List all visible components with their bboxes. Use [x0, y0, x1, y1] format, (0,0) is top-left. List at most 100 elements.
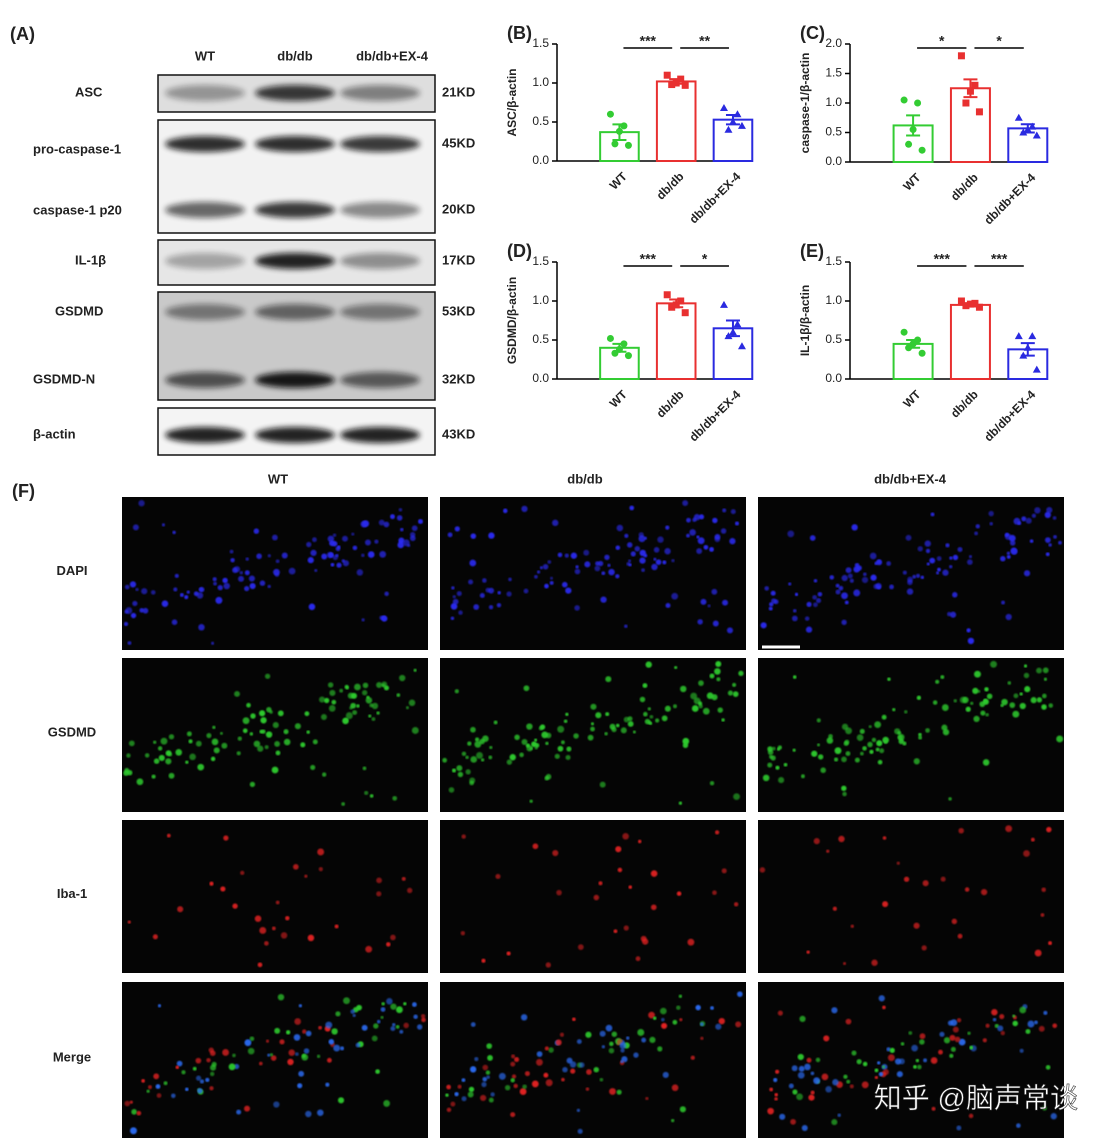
- cell: [729, 538, 736, 545]
- cell: [983, 698, 987, 703]
- cell: [874, 1068, 879, 1073]
- cell: [506, 591, 512, 597]
- data-point: [957, 52, 965, 60]
- y-tick-label: 0.5: [825, 125, 842, 139]
- cell: [352, 545, 358, 551]
- cell: [400, 527, 404, 532]
- cell: [913, 758, 920, 765]
- cell: [189, 753, 196, 761]
- cell: [598, 881, 603, 886]
- cell: [925, 548, 931, 554]
- cell: [160, 737, 168, 745]
- cell: [735, 1021, 742, 1028]
- data-point: [681, 309, 689, 317]
- cell: [703, 544, 709, 550]
- cell: [136, 1110, 142, 1116]
- micrograph: [440, 497, 746, 650]
- cell: [212, 725, 216, 730]
- cell: [197, 763, 205, 771]
- cell: [279, 1039, 285, 1045]
- cell: [222, 1049, 229, 1056]
- cell: [616, 524, 624, 532]
- cell: [390, 934, 396, 941]
- cell: [390, 514, 395, 520]
- cell: [1021, 516, 1027, 522]
- cell: [1012, 1020, 1018, 1027]
- cell: [287, 1058, 294, 1066]
- cell: [450, 1101, 456, 1107]
- cell: [504, 1085, 511, 1091]
- cell: [883, 740, 888, 744]
- cell: [985, 1023, 990, 1028]
- cell: [172, 530, 176, 535]
- cell: [733, 793, 740, 801]
- cell: [280, 932, 288, 939]
- cell: [181, 1070, 186, 1075]
- data-point: [624, 352, 632, 360]
- significance-label: ***: [640, 33, 657, 49]
- cell: [904, 710, 908, 714]
- cell: [209, 881, 214, 886]
- cell: [1034, 507, 1041, 514]
- cell: [851, 1050, 857, 1056]
- cell: [945, 543, 950, 548]
- cell: [604, 554, 610, 561]
- cell: [620, 727, 627, 734]
- cell: [536, 570, 541, 574]
- cell: [450, 616, 455, 621]
- blot-band: [165, 253, 245, 269]
- cell: [446, 1107, 452, 1113]
- cell: [526, 745, 533, 752]
- cell: [1019, 1006, 1027, 1014]
- significance-label: *: [939, 33, 945, 49]
- cell: [806, 1057, 812, 1063]
- cell: [468, 579, 474, 585]
- cell: [319, 696, 326, 703]
- cell: [340, 1046, 345, 1051]
- data-point: [606, 110, 614, 118]
- x-tick-label: db/db+EX-4: [687, 387, 744, 444]
- y-tick-label: 0.0: [825, 371, 842, 385]
- cell: [474, 737, 480, 742]
- cell: [307, 557, 314, 564]
- panel-label: (E): [800, 241, 824, 261]
- western-blot: WT db/db db/db+EX-4 ASC 21KD pro-caspase-1 45K…: [33, 48, 475, 456]
- cell: [640, 935, 647, 942]
- cell: [916, 695, 922, 700]
- cell: [413, 1014, 418, 1020]
- cell: [962, 696, 969, 704]
- cell: [1005, 825, 1013, 833]
- cell: [361, 618, 365, 622]
- cell: [210, 756, 216, 762]
- cell: [862, 746, 867, 751]
- cell: [333, 1044, 341, 1052]
- cell: [557, 725, 565, 733]
- cell: [274, 572, 280, 578]
- cell: [177, 906, 184, 913]
- cell: [626, 562, 631, 566]
- cell: [544, 1046, 549, 1051]
- cell: [841, 574, 848, 582]
- cell: [267, 1053, 271, 1057]
- cell: [1019, 1048, 1024, 1053]
- cell: [868, 725, 872, 729]
- cell: [862, 1061, 868, 1067]
- cell: [831, 1007, 838, 1014]
- cell: [342, 560, 350, 567]
- cell: [941, 724, 948, 731]
- cell: [300, 742, 306, 748]
- cell: [690, 692, 698, 700]
- cell: [988, 510, 994, 517]
- column-label: db/db: [567, 471, 602, 486]
- cell: [386, 942, 391, 947]
- cell: [560, 740, 565, 745]
- cell: [236, 1109, 242, 1115]
- cell: [277, 710, 284, 717]
- x-tick-label: db/db+EX-4: [981, 170, 1038, 227]
- cell: [1036, 697, 1043, 703]
- cell: [655, 559, 662, 566]
- cell: [810, 1071, 815, 1076]
- y-axis-label: ASC/β-actin: [505, 69, 519, 137]
- panel-label: (D): [507, 241, 532, 261]
- cell: [693, 514, 701, 521]
